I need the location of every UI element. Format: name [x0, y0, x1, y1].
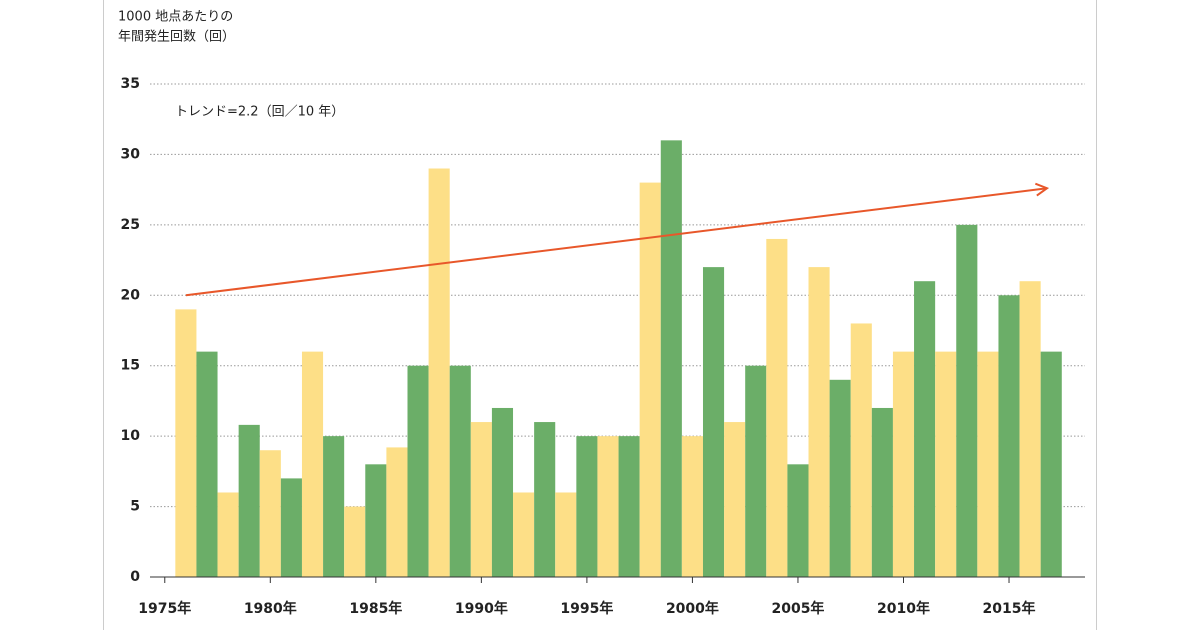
- bar: [702, 267, 725, 577]
- bar: [956, 224, 978, 577]
- bar: [513, 492, 535, 577]
- bar: [724, 422, 746, 577]
- frame: [103, 0, 1097, 630]
- bar: [618, 436, 640, 577]
- y-tick-label: 5: [130, 499, 140, 515]
- bar: [745, 365, 767, 577]
- bar: [217, 492, 239, 577]
- x-tick-label: 2005年: [771, 600, 824, 617]
- bar: [871, 407, 893, 577]
- bar: [1019, 281, 1041, 577]
- annotation: トレンド=2.2（回／10 年）: [175, 105, 344, 120]
- bar: [534, 422, 556, 577]
- bar: [787, 464, 809, 577]
- bar: [196, 351, 218, 577]
- y-tick-label: 15: [121, 358, 140, 374]
- y-tick-label: 0: [130, 569, 140, 585]
- bar: [449, 365, 471, 577]
- bar: [681, 436, 703, 577]
- bar: [576, 436, 598, 577]
- x-tick-label: 2000年: [666, 600, 719, 617]
- bar: [470, 422, 492, 577]
- x-tick-label: 1995年: [560, 600, 613, 617]
- bar: [491, 407, 514, 577]
- bar: [597, 436, 619, 577]
- bar: [407, 365, 429, 577]
- x-tick-label: 2015年: [983, 600, 1036, 617]
- bar: [935, 351, 957, 577]
- bar: [1040, 351, 1062, 577]
- trend-line: [185, 188, 1047, 297]
- bar: [914, 281, 936, 577]
- x-tick-label: 1985年: [349, 600, 402, 617]
- bar: [238, 424, 260, 577]
- bar: [386, 447, 408, 577]
- x-tick-label: 2010年: [877, 600, 930, 617]
- y-tick-label: 20: [121, 287, 141, 303]
- bar: [829, 379, 851, 577]
- y-axis-label: 年間発生回数（回）: [118, 30, 235, 45]
- bar: [639, 182, 661, 577]
- bar: [365, 464, 387, 577]
- bar: [259, 450, 281, 577]
- bar: [323, 436, 345, 577]
- x-tick-label: 1975年: [138, 600, 191, 617]
- bar: [660, 140, 682, 578]
- y-tick-label: 35: [121, 76, 140, 92]
- bar: [766, 238, 788, 577]
- bar: [998, 295, 1020, 577]
- bar: [280, 478, 302, 577]
- bar: [175, 309, 197, 577]
- y-axis-label: 1000 地点あたりの: [118, 10, 233, 25]
- bar: [977, 351, 999, 577]
- bar: [850, 323, 872, 577]
- x-tick-label: 1980年: [244, 600, 297, 617]
- bar: [428, 168, 450, 577]
- y-tick-label: 30: [121, 146, 141, 162]
- y-tick-label: 25: [121, 217, 140, 233]
- bar: [301, 351, 324, 577]
- y-tick-label: 10: [121, 428, 141, 444]
- bar: [808, 267, 830, 577]
- bar: [344, 506, 366, 577]
- bar: [892, 351, 915, 577]
- x-tick-label: 1990年: [455, 600, 508, 617]
- bar: [555, 492, 577, 577]
